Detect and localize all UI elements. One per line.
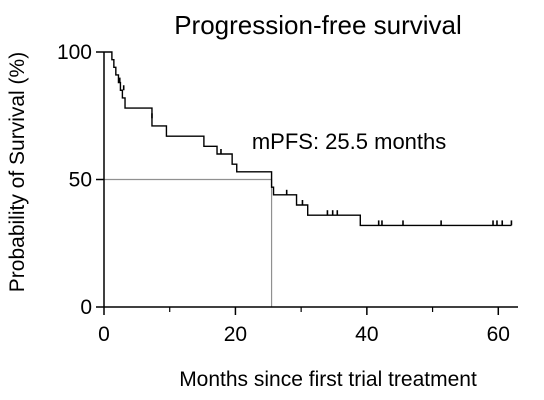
x-tick-label: 0: [98, 323, 110, 346]
reference-lines: [104, 178, 273, 307]
x-tick-label: 60: [487, 323, 510, 346]
y-tick-label: 100: [57, 41, 92, 64]
chart-title: Progression-free survival: [174, 10, 462, 40]
x-tick-label: 40: [355, 323, 378, 346]
survival-curve: [104, 51, 512, 227]
y-axis-ticks: 0 50 100: [57, 41, 104, 319]
y-tick-label: 0: [80, 296, 92, 319]
censor-marks: [118, 77, 513, 226]
x-axis-ticks: 0 20 40 60: [98, 307, 510, 346]
x-axis-label: Months since first trial treatment: [179, 368, 477, 391]
y-tick-label: 50: [69, 169, 92, 192]
y-axis-label: Probability of Survival (%): [6, 52, 29, 292]
median-pfs-annotation: mPFS: 25.5 months: [252, 129, 446, 154]
x-tick-label: 20: [224, 323, 247, 346]
